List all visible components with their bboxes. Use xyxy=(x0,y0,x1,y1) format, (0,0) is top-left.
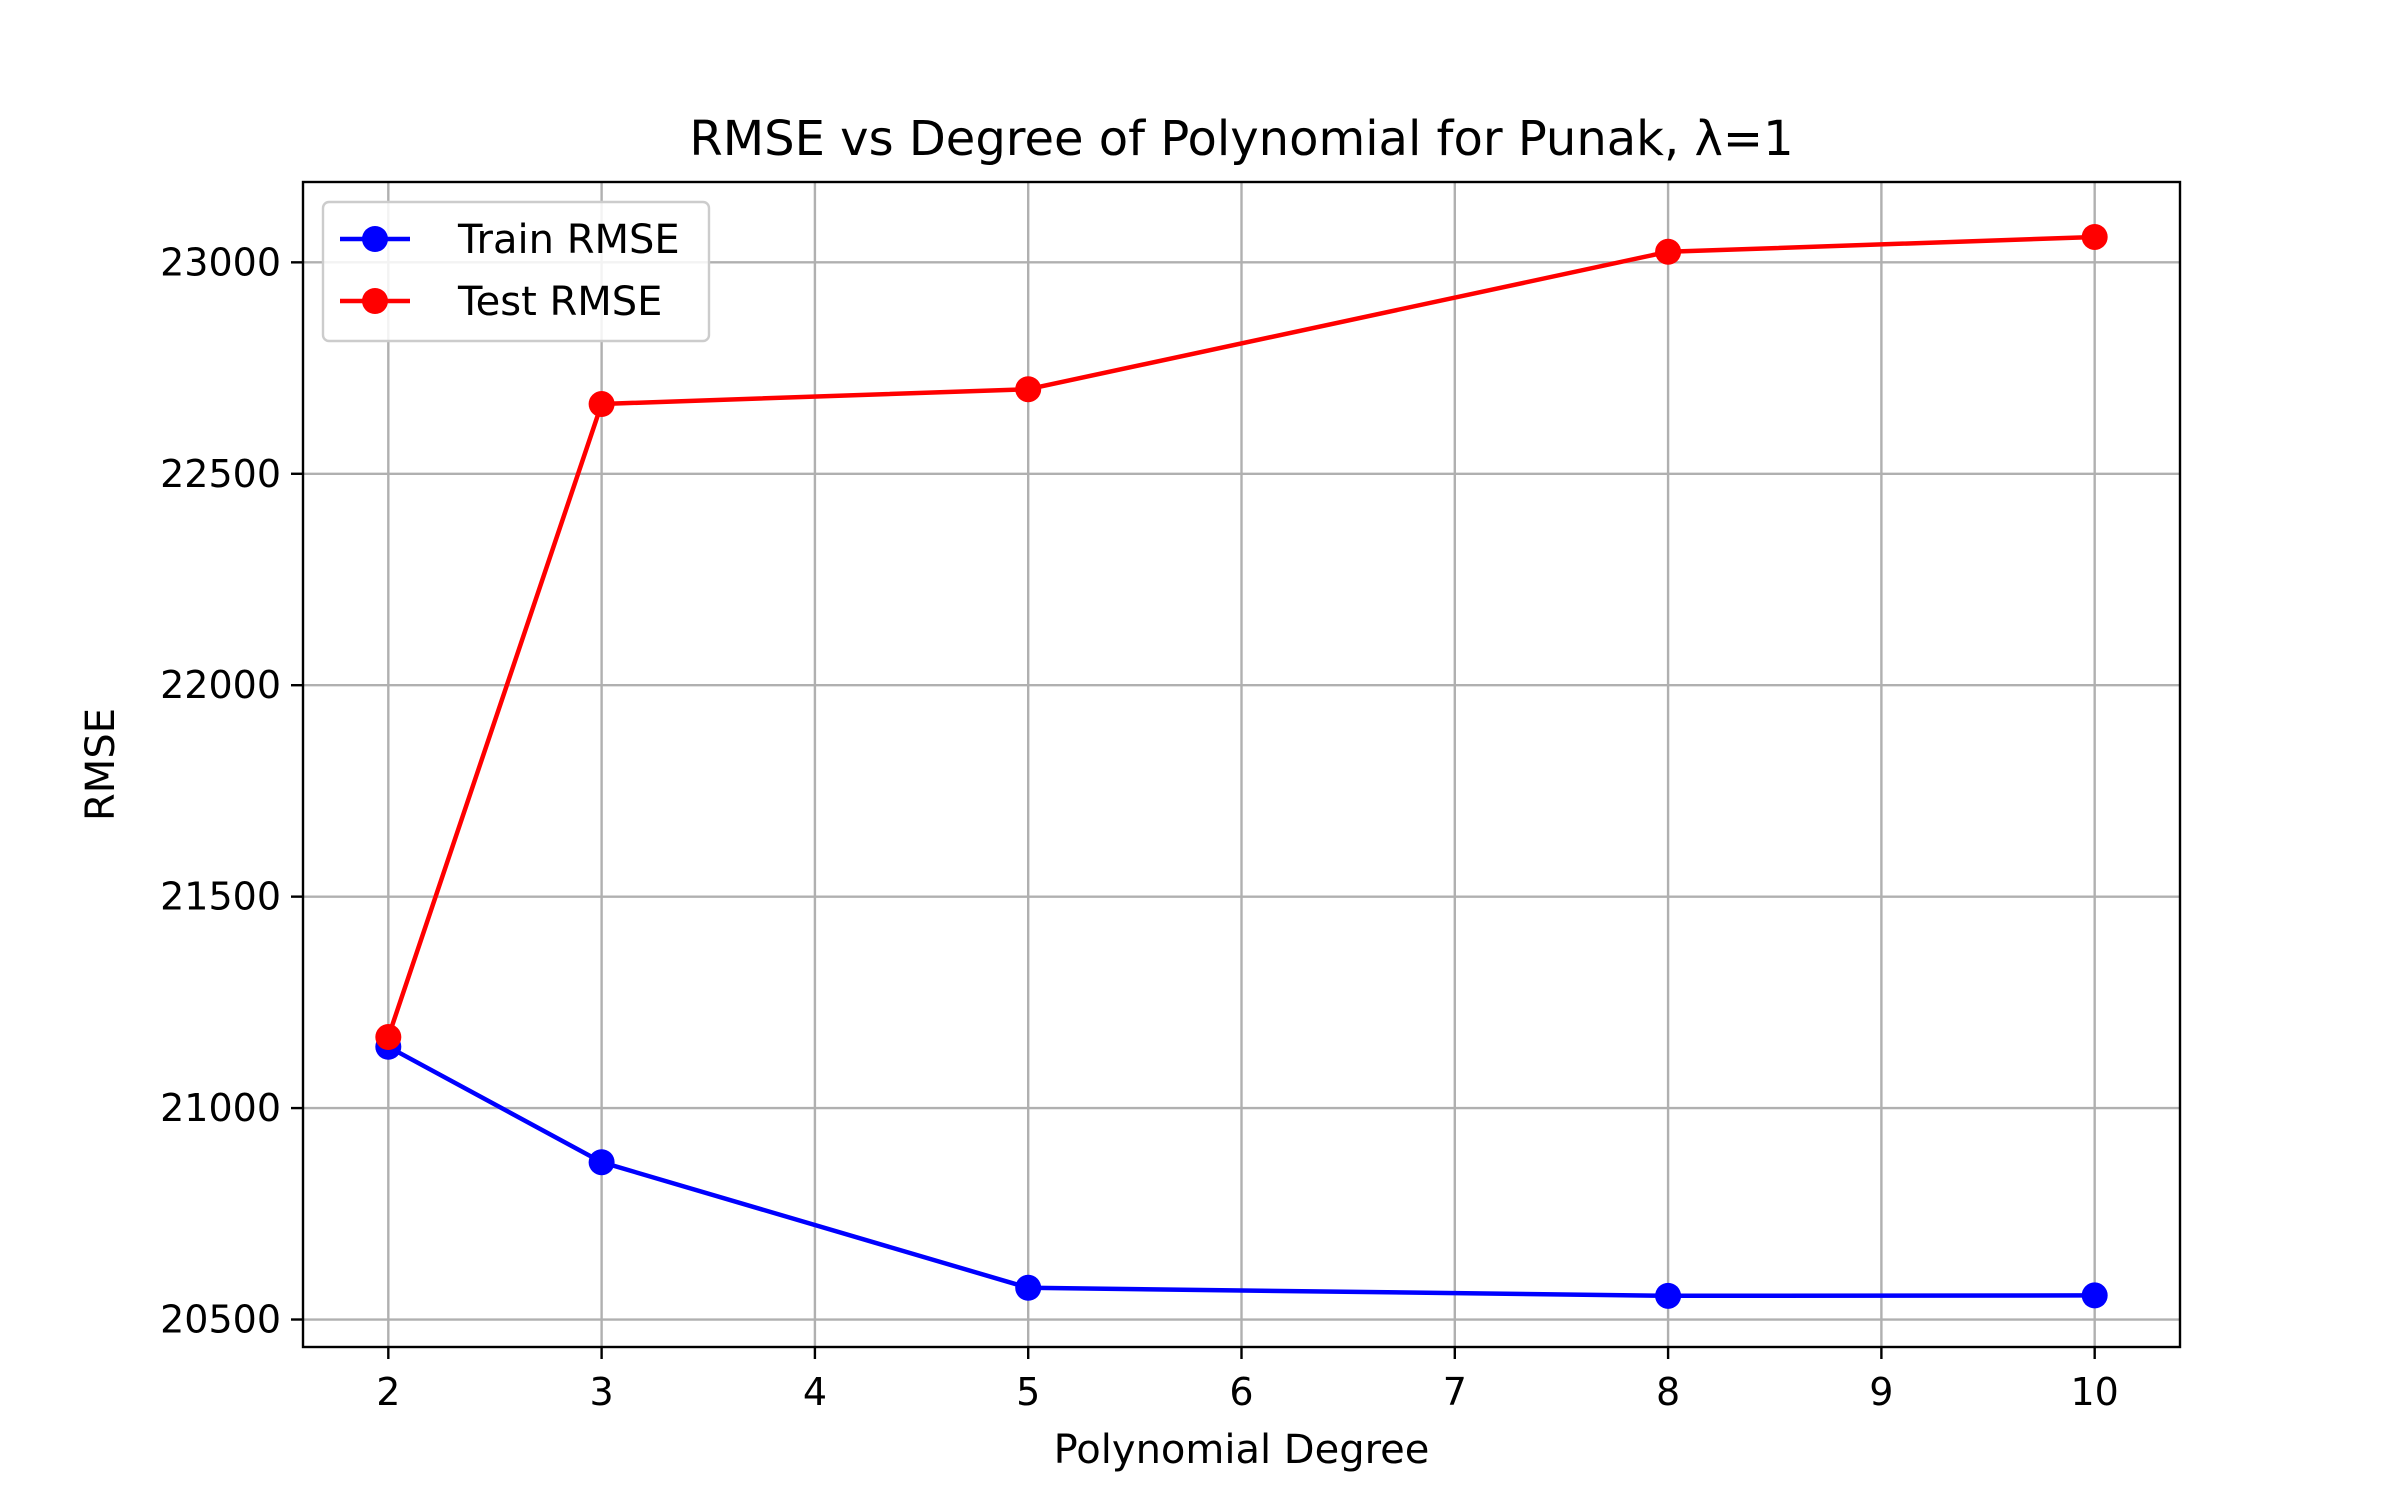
y-tick-label: 21000 xyxy=(160,1086,281,1130)
x-tick-label: 9 xyxy=(1869,1370,1893,1414)
x-tick-label: 8 xyxy=(1656,1370,1680,1414)
x-tick-label: 6 xyxy=(1229,1370,1253,1414)
x-tick-label: 7 xyxy=(1443,1370,1467,1414)
legend-label: Train RMSE xyxy=(457,217,680,263)
data-point xyxy=(1015,376,1042,403)
data-point xyxy=(375,1024,402,1051)
legend: Train RMSE Test RMSE xyxy=(321,200,711,343)
data-point xyxy=(1655,238,1682,265)
legend-marker xyxy=(362,288,388,314)
chart-title: RMSE vs Degree of Polynomial for Punak, … xyxy=(689,111,1793,167)
legend-box xyxy=(321,200,711,343)
legend-marker xyxy=(362,226,388,252)
series-layer xyxy=(375,223,2108,1309)
data-point xyxy=(1655,1282,1682,1309)
legend-label: Test RMSE xyxy=(457,279,662,325)
data-point xyxy=(588,391,615,418)
legend-item: Train RMSE xyxy=(340,217,680,263)
grid xyxy=(303,182,2180,1347)
x-tick-label: 5 xyxy=(1016,1370,1040,1414)
x-tick-label: 10 xyxy=(2071,1370,2119,1414)
y-tick-label: 20500 xyxy=(160,1298,281,1342)
data-point xyxy=(2081,223,2108,250)
x-tick-label: 4 xyxy=(803,1370,827,1414)
series-train-rmse xyxy=(375,1033,2108,1309)
y-axis-label: RMSE xyxy=(78,708,124,821)
data-point xyxy=(2081,1282,2108,1309)
series-test-rmse xyxy=(375,223,2108,1051)
x-axis-label: Polynomial Degree xyxy=(1054,1427,1430,1473)
data-point xyxy=(588,1149,615,1176)
legend-item: Test RMSE xyxy=(340,279,662,325)
x-tick-label: 2 xyxy=(376,1370,400,1414)
y-tick-label: 22000 xyxy=(160,663,281,707)
y-tick-label: 22500 xyxy=(160,452,281,496)
y-tick-label: 23000 xyxy=(160,240,281,284)
x-tick-label: 3 xyxy=(590,1370,614,1414)
data-point xyxy=(1015,1274,1042,1301)
axis-ticks: 2 3 4 5 6 7 8 9 10 20500 21000 21500 22000 22500 23000 xyxy=(160,240,2119,1414)
y-tick-label: 21500 xyxy=(160,875,281,919)
